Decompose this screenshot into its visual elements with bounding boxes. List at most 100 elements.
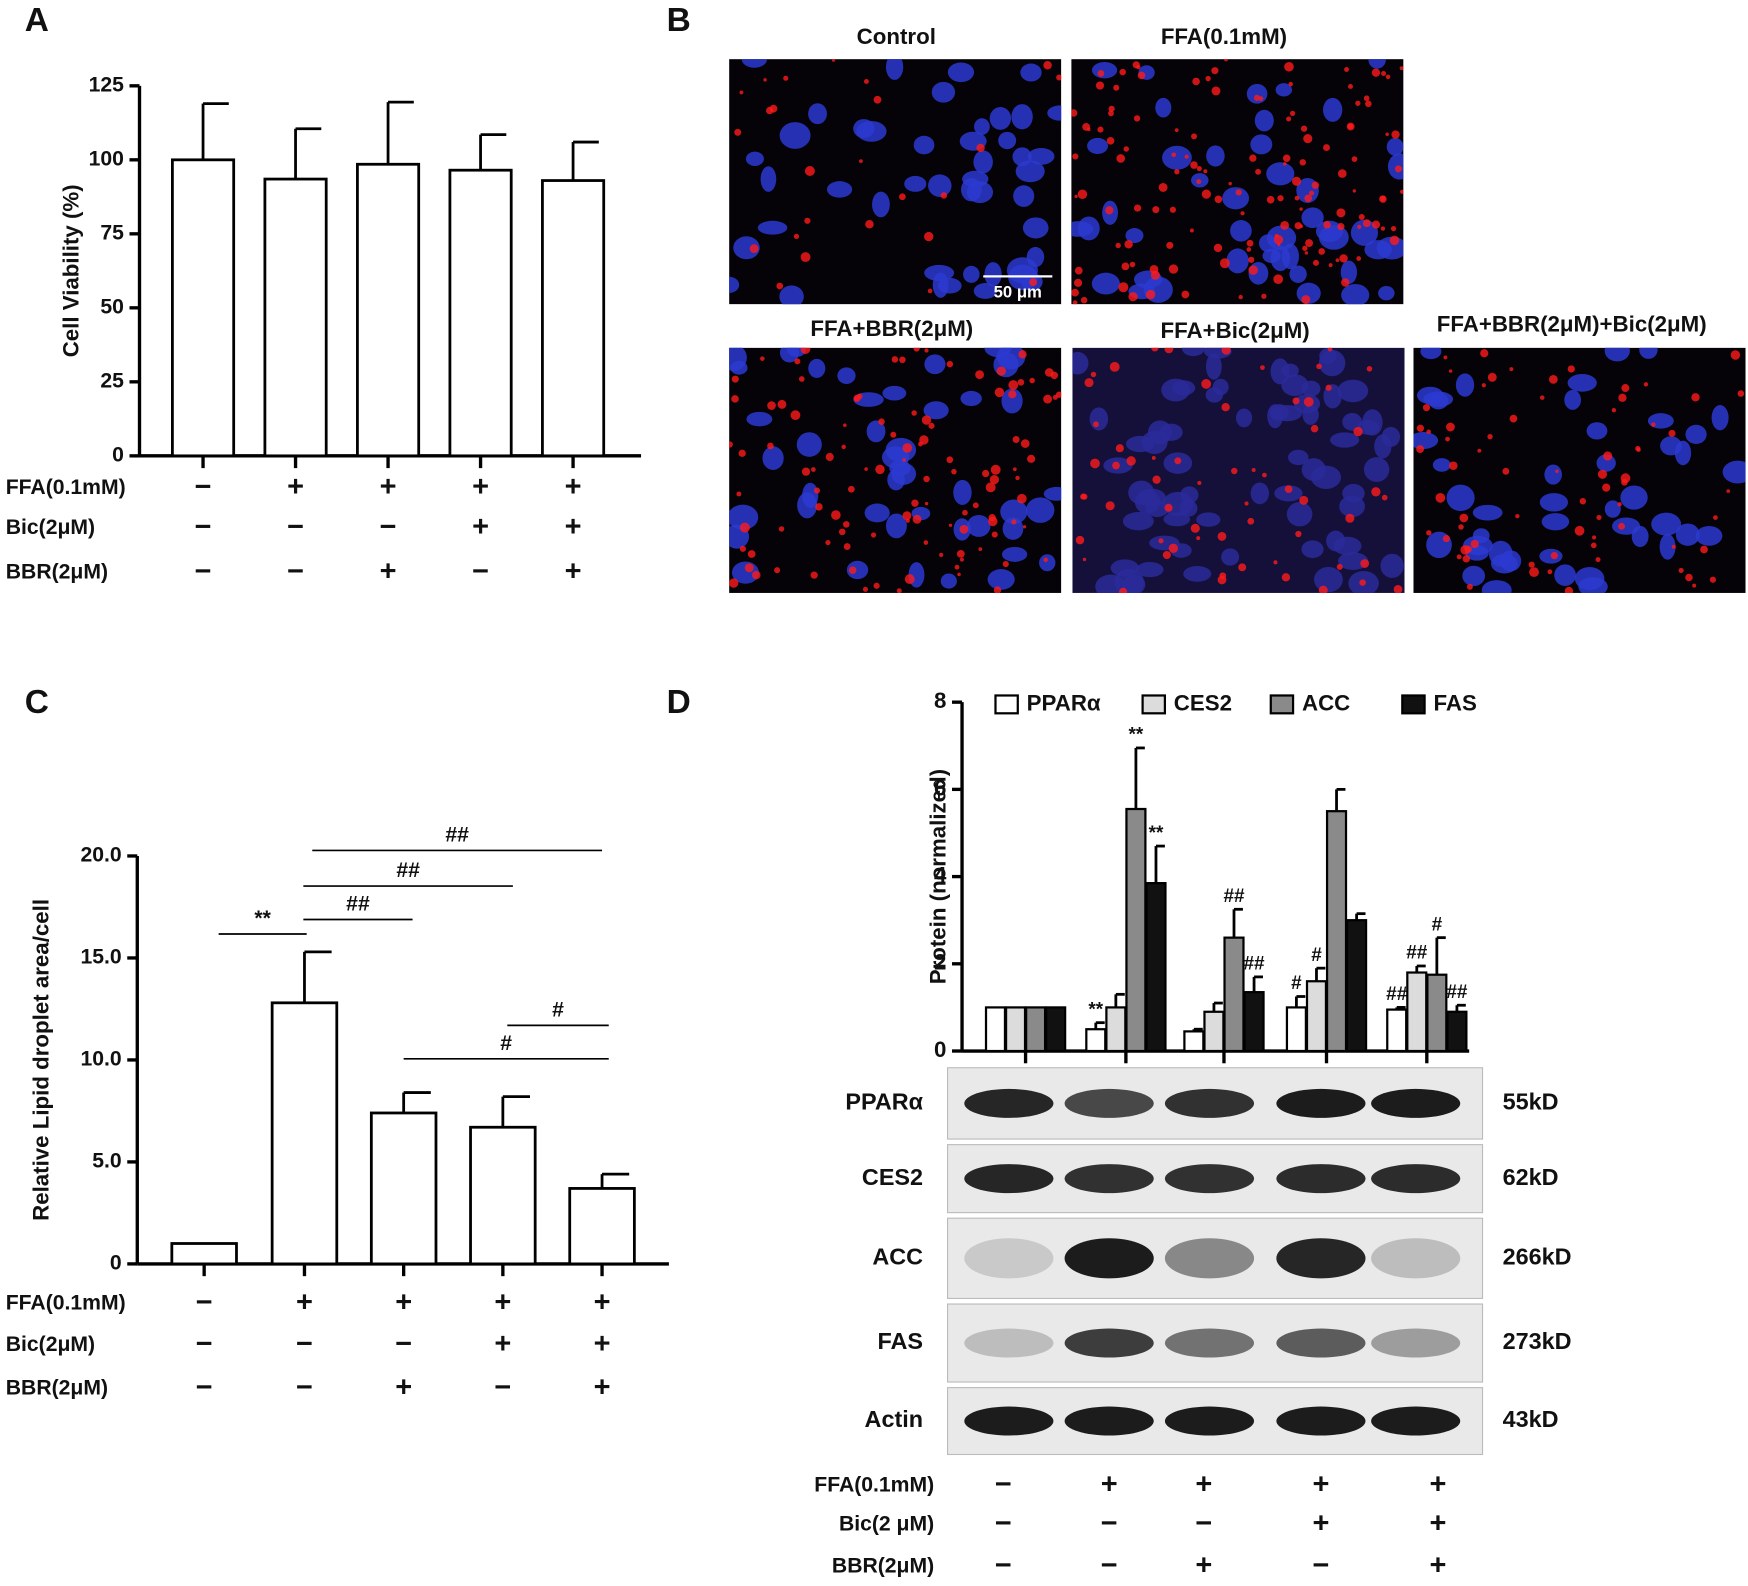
nucleus xyxy=(1258,234,1277,253)
treatment-sign: + xyxy=(395,1287,412,1319)
lipid-droplet xyxy=(865,220,874,229)
nucleus xyxy=(1612,517,1641,535)
lipid-droplet xyxy=(734,128,742,136)
lipid-droplet xyxy=(978,547,983,552)
lipid-droplet xyxy=(1109,361,1120,372)
micrograph xyxy=(729,59,1062,305)
treatment-sign: − xyxy=(995,1550,1012,1582)
nucleus xyxy=(1267,404,1283,429)
nucleus xyxy=(1281,374,1309,397)
lipid-droplet xyxy=(1223,59,1229,62)
lipid-droplet xyxy=(1168,264,1179,274)
image-bg xyxy=(729,59,1062,305)
blot-band xyxy=(1276,1088,1366,1118)
nucleus xyxy=(1539,493,1569,512)
lipid-droplet xyxy=(1247,517,1255,525)
lipid-droplet xyxy=(1528,561,1535,568)
lipid-droplet xyxy=(736,491,742,497)
legend-swatch xyxy=(1269,694,1295,715)
lipid-droplet xyxy=(1618,522,1626,530)
lipid-droplet xyxy=(1299,159,1306,166)
bar xyxy=(1045,1006,1067,1053)
nucleus xyxy=(1254,109,1274,132)
error-bar xyxy=(479,133,507,171)
bar xyxy=(1346,919,1368,1053)
nucleus xyxy=(1026,497,1055,523)
y-axis-title: Protein (normalized) xyxy=(926,769,951,984)
treatment-sign: + xyxy=(1101,1468,1118,1500)
y-tick-label: 6 xyxy=(934,775,946,800)
lipid-droplet xyxy=(843,543,851,550)
treatment-sign: + xyxy=(1195,1550,1212,1582)
lipid-droplet xyxy=(1390,225,1397,232)
protein-size: 55kD xyxy=(1503,1089,1559,1115)
lipid-droplet xyxy=(1555,469,1559,473)
lipid-droplet xyxy=(856,393,863,400)
lipid-droplet xyxy=(1072,300,1078,305)
lipid-droplet xyxy=(1303,134,1313,144)
error-bar xyxy=(1335,787,1346,812)
lipid-droplet xyxy=(1730,350,1741,360)
nucleus xyxy=(1136,561,1164,578)
nucleus xyxy=(1604,500,1621,518)
lipid-droplet xyxy=(870,532,877,538)
lipid-droplet xyxy=(1358,214,1365,220)
nucleus xyxy=(872,191,890,218)
nucleus xyxy=(1330,432,1360,448)
lipid-droplet xyxy=(991,531,998,538)
significance-label: ## xyxy=(1446,982,1468,1003)
lipid-droplet xyxy=(1213,243,1223,253)
lipid-droplet xyxy=(924,348,929,353)
significance-label: ## xyxy=(346,893,370,916)
lipid-droplet xyxy=(1336,563,1343,570)
error-bar xyxy=(571,140,599,181)
lipid-droplet xyxy=(1355,100,1361,106)
lipid-droplet xyxy=(804,165,815,176)
lipid-droplet xyxy=(1477,448,1482,453)
error-bar xyxy=(402,1091,431,1113)
lipid-droplet xyxy=(1012,436,1020,444)
bar xyxy=(1446,1010,1468,1053)
treatment-sign: − xyxy=(287,556,304,588)
nucleus xyxy=(1462,565,1486,587)
nucleus xyxy=(1386,137,1404,156)
nucleus xyxy=(1455,373,1475,397)
nucleus xyxy=(1472,528,1490,544)
lipid-droplet xyxy=(810,467,816,472)
lipid-droplet xyxy=(1184,154,1189,159)
lipid-droplet xyxy=(1337,222,1345,231)
lipid-droplet xyxy=(1458,524,1464,530)
lipid-droplet xyxy=(1597,469,1608,479)
lipid-droplet xyxy=(1075,535,1085,545)
blot-band xyxy=(1276,1164,1366,1194)
lipid-droplet xyxy=(1726,489,1731,493)
lipid-droplet xyxy=(1273,274,1284,285)
y-tick-label: 75 xyxy=(100,221,124,244)
nucleus xyxy=(1432,458,1451,472)
nucleus xyxy=(866,420,886,443)
error-bar xyxy=(1134,746,1145,810)
lipid-droplet xyxy=(1152,206,1160,214)
lipid-droplet xyxy=(927,288,933,294)
treatment-label: FFA(0.1mM) xyxy=(814,1473,934,1496)
nucleus xyxy=(1122,511,1154,531)
lipid-droplet xyxy=(1509,367,1514,372)
lipid-droplet xyxy=(1328,263,1333,268)
nucleus xyxy=(1250,134,1273,155)
nucleus xyxy=(1011,104,1033,130)
lipid-droplet xyxy=(959,557,964,562)
nucleus xyxy=(1660,436,1682,456)
lipid-droplet xyxy=(794,358,801,365)
nucleus xyxy=(1363,457,1390,482)
nucleus xyxy=(924,264,955,281)
protein-label: CES2 xyxy=(862,1164,923,1190)
lipid-droplet xyxy=(1080,296,1088,304)
nucleus xyxy=(928,174,952,197)
lipid-droplet xyxy=(1442,534,1450,543)
lipid-droplet xyxy=(1027,454,1036,463)
treatment-sign: − xyxy=(494,1371,511,1403)
treatment-sign: + xyxy=(1195,1468,1212,1500)
lipid-droplet xyxy=(924,231,934,242)
lipid-droplet xyxy=(1304,251,1309,255)
